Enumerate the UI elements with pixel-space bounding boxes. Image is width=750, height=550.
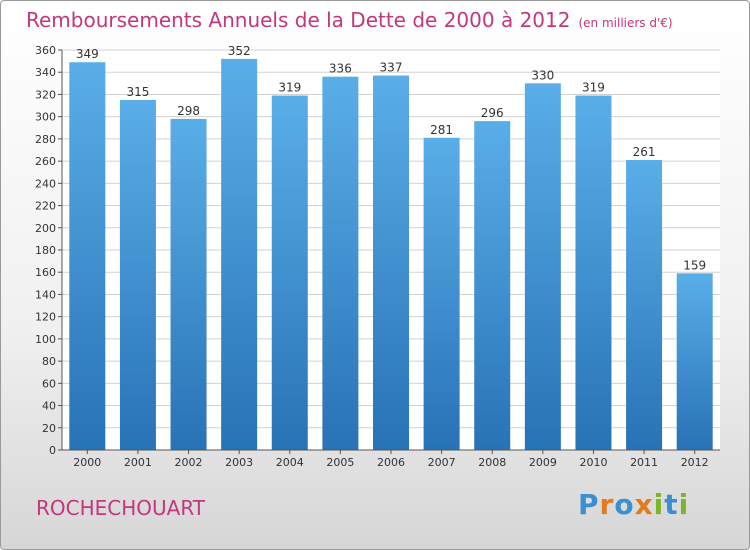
y-tick-label: 140 [35,288,56,301]
y-tick-label: 280 [35,133,56,146]
y-tick-label: 220 [35,200,56,213]
y-tick-label: 100 [35,333,56,346]
y-tick-label: 240 [35,177,56,190]
x-tick-label-2001: 2001 [124,456,152,469]
y-tick-label: 60 [42,377,56,390]
data-label-2002: 298 [177,104,200,118]
bar-2005 [322,76,359,451]
y-tick-label: 20 [42,422,56,435]
x-tick-label-2006: 2006 [377,456,405,469]
bar-2006 [373,75,409,451]
x-tick-label-2012: 2012 [681,456,709,469]
bar-2008 [474,121,511,450]
logo-letter: r [599,488,615,521]
x-tick-label-2004: 2004 [276,456,304,469]
y-tick-label: 300 [35,111,56,124]
data-label-2010: 319 [582,81,605,95]
y-tick-label: 260 [35,155,56,168]
y-tick-label: 340 [35,66,56,79]
data-label-2008: 296 [481,106,504,120]
bar-2004 [271,95,308,451]
x-tick-label-2007: 2007 [428,456,456,469]
bar-2001 [119,100,156,450]
logo-letter: i [653,488,665,521]
bar-2007 [423,137,460,450]
data-label-2011: 261 [633,145,656,159]
y-tick-label: 320 [35,88,56,101]
y-tick-label: 0 [49,444,56,457]
unit-note: (en milliers d'€) [578,16,673,30]
data-label-2001: 315 [126,85,149,99]
proxiti-logo: Proxiti [578,488,698,524]
x-tick-label-2010: 2010 [579,456,607,469]
y-tick-label: 200 [35,222,56,235]
bar-2010 [575,95,612,451]
bar-2009 [524,83,561,450]
x-tick-label-2008: 2008 [478,456,506,469]
bar-2002 [170,118,207,450]
bar-2011 [626,160,663,450]
data-label-2005: 336 [329,62,352,76]
logo-letter: o [614,488,635,521]
data-label-2004: 319 [278,81,301,95]
x-tick-label-2002: 2002 [175,456,203,469]
bar-2000 [69,62,106,450]
data-label-2009: 330 [531,68,554,82]
data-label-2000: 349 [76,47,99,61]
data-label-2003: 352 [228,44,251,58]
x-axis: 2000 2001 2002 2003 2004 2005 2006 2007 2008 2009… [62,449,720,469]
y-tick-label: 360 [35,44,56,57]
logo-letter: i [678,488,690,521]
y-tick-label: 160 [35,266,56,279]
data-label-2012: 159 [683,258,706,272]
y-tick-label: 80 [42,355,56,368]
x-tick-label-2000: 2000 [73,456,101,469]
x-tick-label-2011: 2011 [630,456,658,469]
y-tick-label: 180 [35,244,56,257]
x-tick-label-2003: 2003 [225,456,253,469]
logo-letter: x [634,488,654,521]
chart-title: Remboursements Annuels de la Dette de 20… [26,8,673,32]
x-tick-label-2009: 2009 [529,456,557,469]
bar-2003 [221,58,258,451]
logo-letter: P [578,488,600,521]
y-axis: 0 20 40 60 80 100 120 140 160 180 200 220 240 260 280 3… [35,44,63,457]
location-name: ROCHECHOUART [36,496,206,520]
logo-letter: t [664,488,679,521]
y-tick-label: 40 [42,400,56,413]
bars: 349 315 298 352 319 336 337 281 296 330 319 261 159 [69,44,713,451]
bar-2012 [676,273,713,450]
x-tick-label-2005: 2005 [326,456,354,469]
y-tick-label: 120 [35,311,56,324]
data-label-2007: 281 [430,123,453,137]
chart-title-text: Remboursements Annuels de la Dette de 20… [26,8,571,32]
data-label-2006: 337 [380,61,403,75]
